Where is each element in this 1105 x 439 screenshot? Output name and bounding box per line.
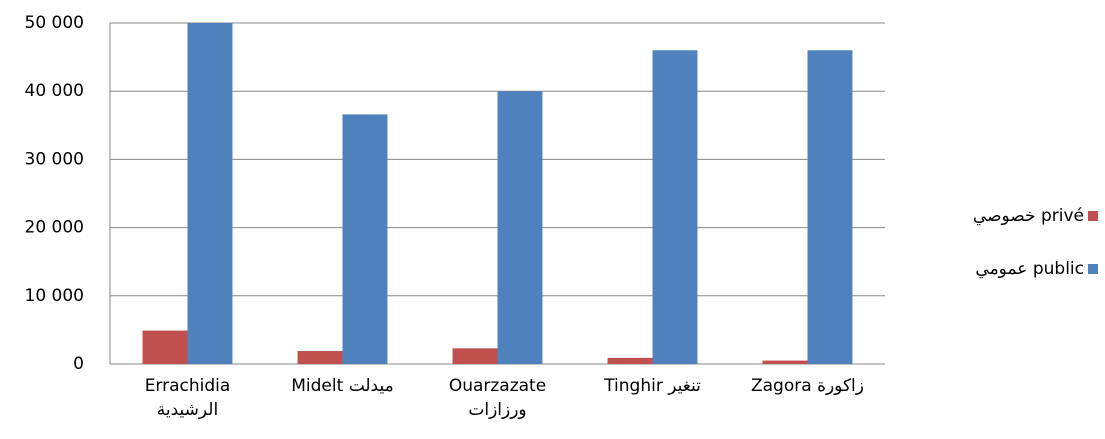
y-tick-label: 50 000 [25, 13, 84, 33]
legend-swatch [1088, 264, 1098, 274]
bar [652, 50, 698, 364]
x-tick-label: Midelt ميدلت [291, 376, 393, 396]
bar [342, 114, 388, 364]
x-tick-label: Tinghir تنغير [603, 376, 701, 396]
bar [142, 330, 188, 364]
x-tick-label: الرشيدية [157, 400, 218, 420]
y-tick-label: 30 000 [25, 149, 84, 169]
x-tick-label: Ouarzazate [449, 376, 546, 396]
bar [607, 357, 653, 364]
legend-label: خصوصي privé [973, 206, 1084, 226]
bar [807, 50, 853, 364]
legend-swatch [1088, 211, 1098, 221]
y-tick-label: 20 000 [25, 218, 84, 238]
x-tick-label: ورزازات [468, 400, 526, 420]
bar [497, 91, 543, 364]
bar [762, 360, 808, 364]
legend-label: عمومي public [975, 259, 1084, 279]
y-tick-label: 40 000 [25, 81, 84, 101]
x-tick-label: Errachidia [145, 376, 231, 396]
bar [452, 348, 498, 364]
x-tick-label: Zagora زاكورة [751, 376, 864, 396]
bar [297, 351, 343, 364]
y-tick-label: 0 [73, 354, 84, 374]
bar [187, 23, 233, 364]
y-tick-label: 10 000 [25, 286, 84, 306]
